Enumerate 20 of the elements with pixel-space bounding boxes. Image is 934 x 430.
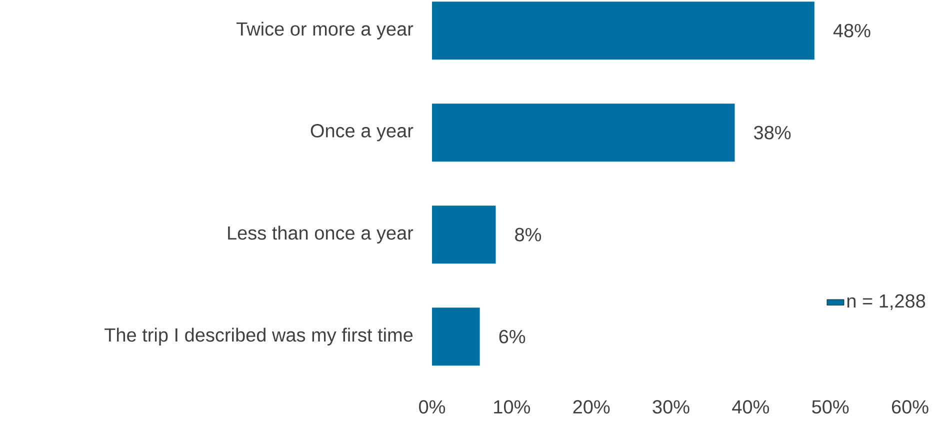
bar [432, 104, 735, 162]
x-tick-label: 40% [732, 400, 770, 414]
x-tick-label: 10% [494, 400, 530, 414]
bar [432, 308, 480, 366]
x-tick-label: 30% [652, 400, 690, 414]
y-tick-label: Less than once a year [228, 226, 414, 244]
data-label: 8% [515, 228, 542, 242]
x-tick-label: 60% [892, 400, 928, 414]
y-tick-label: The trip I described was my first time [104, 328, 413, 346]
x-tick-label: 20% [573, 400, 610, 414]
bar [432, 2, 814, 60]
data-label: 48% [833, 24, 870, 38]
x-tick-label: 50% [812, 400, 849, 414]
data-label: 38% [754, 126, 791, 140]
bar [432, 206, 496, 264]
y-tick-label: Twice or more a year [236, 22, 414, 40]
y-tick-label: Once a year [310, 124, 414, 142]
x-tick-label: 0% [419, 400, 446, 414]
data-label: 6% [499, 330, 526, 344]
legend-label: n = 1,288 [847, 294, 926, 310]
